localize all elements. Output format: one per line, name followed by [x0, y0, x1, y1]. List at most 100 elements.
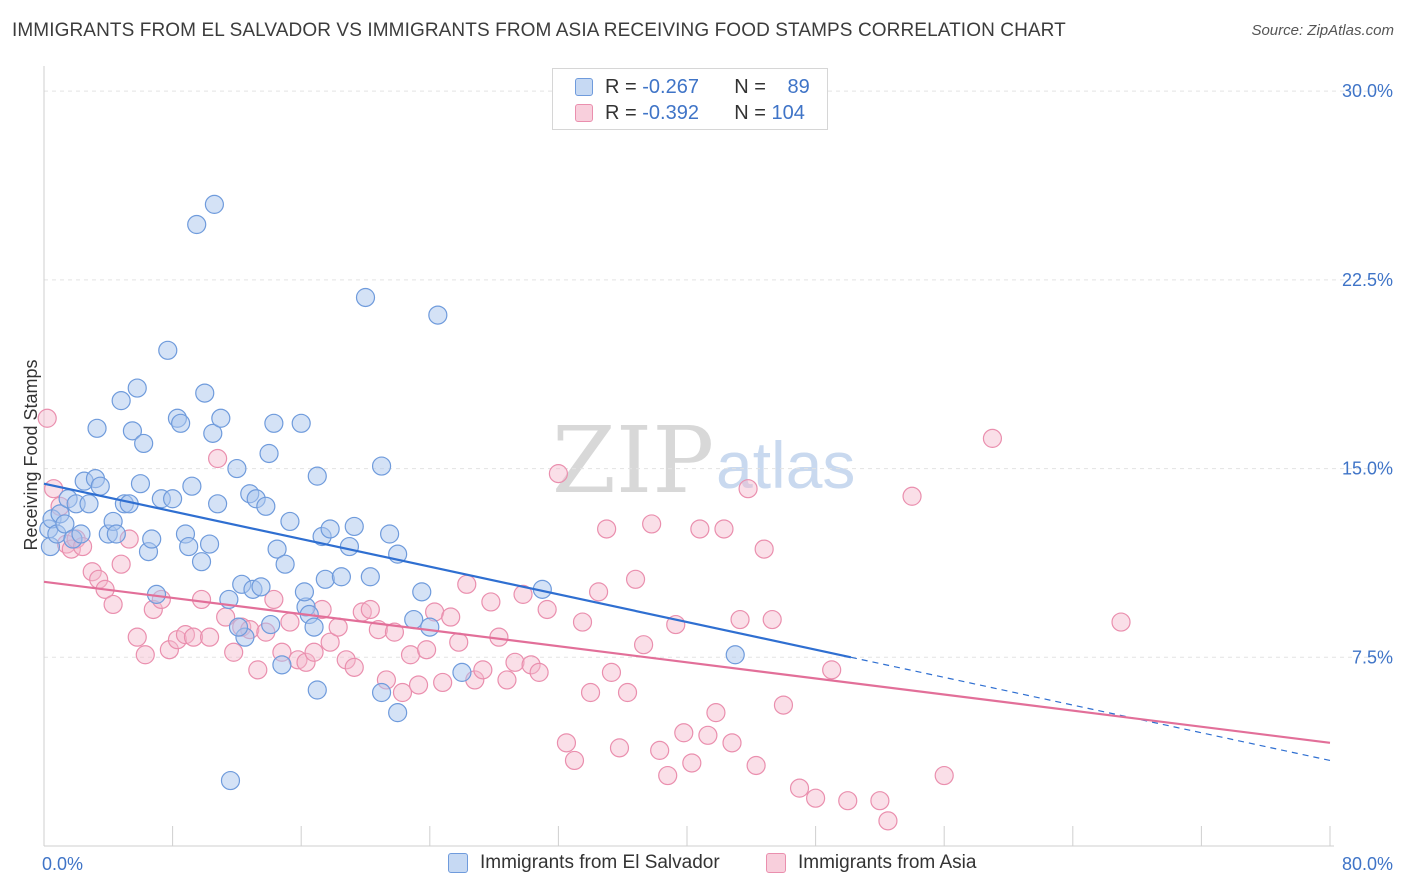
grid-lines	[44, 90, 1380, 658]
data-point-asia	[588, 582, 609, 602]
data-point-asia	[135, 645, 155, 665]
data-point-asia	[433, 672, 453, 693]
watermark-zip: ZIP	[552, 407, 714, 514]
data-point-asia	[175, 625, 196, 645]
data-point-el-salvador	[420, 617, 440, 637]
series-el-salvador	[39, 194, 745, 791]
data-point-asia	[609, 738, 630, 758]
data-point-el-salvador	[187, 214, 207, 235]
data-point-el-salvador	[111, 391, 131, 411]
data-point-asia	[805, 788, 826, 808]
data-point-el-salvador	[106, 524, 126, 544]
data-point-asia	[392, 682, 413, 703]
data-point-asia	[82, 562, 102, 582]
data-point-asia	[982, 428, 1003, 448]
data-point-asia	[870, 791, 890, 811]
correlation-legend: R = -0.267 N = 89 R = -0.392 N = 104	[552, 68, 828, 130]
data-point-el-salvador	[122, 421, 143, 441]
data-point-el-salvador	[195, 383, 215, 403]
data-point-asia	[384, 622, 405, 642]
data-point-asia	[457, 574, 477, 594]
data-point-asia	[103, 594, 123, 615]
data-point-asia	[497, 670, 517, 690]
data-point-asia	[625, 569, 646, 589]
data-point-el-salvador	[261, 614, 281, 635]
data-point-asia	[127, 627, 147, 647]
data-point-el-salvador	[291, 413, 311, 433]
data-point-el-salvador	[142, 529, 162, 549]
data-point-el-salvador	[360, 567, 380, 587]
data-point-asia	[328, 617, 348, 637]
data-point-asia	[248, 660, 268, 680]
data-point-el-salvador	[264, 413, 284, 433]
trend-line-asia	[43, 580, 1331, 744]
x-tick-label: 0.0%	[42, 854, 83, 874]
legend-r-label: R =	[605, 101, 643, 124]
data-point-el-salvador	[127, 378, 147, 398]
data-point-asia	[658, 765, 678, 786]
data-point-asia	[360, 599, 380, 620]
data-point-asia	[296, 652, 316, 672]
data-point-el-salvador	[371, 682, 392, 703]
data-point-asia	[754, 539, 774, 559]
legend-row-el-salvador: R = -0.267 N = 89	[575, 75, 810, 99]
data-point-asia	[902, 486, 922, 506]
data-point-asia	[513, 584, 533, 604]
data-point-el-salvador	[320, 519, 340, 539]
legend-n-value: 104	[771, 101, 805, 124]
data-point-el-salvador	[228, 617, 249, 637]
data-point-asia	[838, 791, 858, 811]
data-point-el-salvador	[307, 466, 327, 486]
data-point-asia	[714, 519, 734, 539]
data-point-asia	[722, 733, 742, 753]
data-point-asia	[698, 725, 718, 745]
data-point-asia	[730, 609, 750, 630]
trend-lines	[43, 482, 1331, 762]
data-point-asia	[304, 642, 324, 662]
data-point-el-salvador	[380, 524, 400, 544]
data-point-asia	[473, 660, 493, 680]
data-point-asia	[408, 675, 429, 695]
legend-label-asia: Immigrants from Asia	[798, 852, 977, 873]
data-point-asia	[572, 612, 593, 632]
data-point-el-salvador	[307, 680, 327, 700]
data-point-el-salvador	[182, 476, 202, 496]
data-point-asia	[617, 682, 638, 703]
data-point-el-salvador	[71, 524, 91, 544]
data-point-el-salvador	[428, 305, 448, 325]
data-point-asia	[789, 778, 810, 798]
data-point-asia	[449, 632, 469, 652]
watermark: ZIP atlas	[552, 407, 855, 514]
data-point-asia	[650, 740, 670, 760]
data-point-el-salvador	[412, 582, 432, 602]
legend-swatch-blue	[448, 853, 468, 873]
data-point-asia	[773, 695, 794, 715]
data-point-el-salvador	[331, 567, 351, 587]
data-point-el-salvador	[79, 494, 99, 514]
data-point-asia	[548, 464, 569, 484]
data-point-el-salvador	[199, 534, 220, 554]
data-point-asia	[159, 640, 179, 660]
data-point-asia	[601, 662, 622, 682]
data-point-el-salvador	[404, 609, 424, 630]
y-tick-label: 15.0%	[1342, 459, 1393, 479]
data-point-asia	[690, 519, 710, 539]
data-point-asia	[642, 514, 662, 534]
y-tick-label: 22.5%	[1342, 270, 1393, 290]
data-point-el-salvador	[388, 703, 408, 723]
data-point-asia	[556, 733, 577, 753]
watermark-atlas: atlas	[716, 428, 855, 502]
data-point-el-salvador	[339, 536, 360, 557]
legend-n-label: N =	[734, 75, 772, 98]
data-point-asia	[183, 627, 204, 647]
data-point-asia	[674, 723, 694, 743]
data-point-asia	[537, 599, 557, 620]
data-point-asia	[416, 640, 437, 660]
legend-swatch-pink	[766, 853, 786, 873]
data-point-asia	[224, 642, 244, 662]
chart-title: IMMIGRANTS FROM EL SALVADOR VS IMMIGRANT…	[12, 20, 1066, 41]
y-tick-label: 30.0%	[1342, 81, 1393, 101]
data-point-asia	[682, 753, 702, 773]
data-point-el-salvador	[204, 194, 224, 214]
